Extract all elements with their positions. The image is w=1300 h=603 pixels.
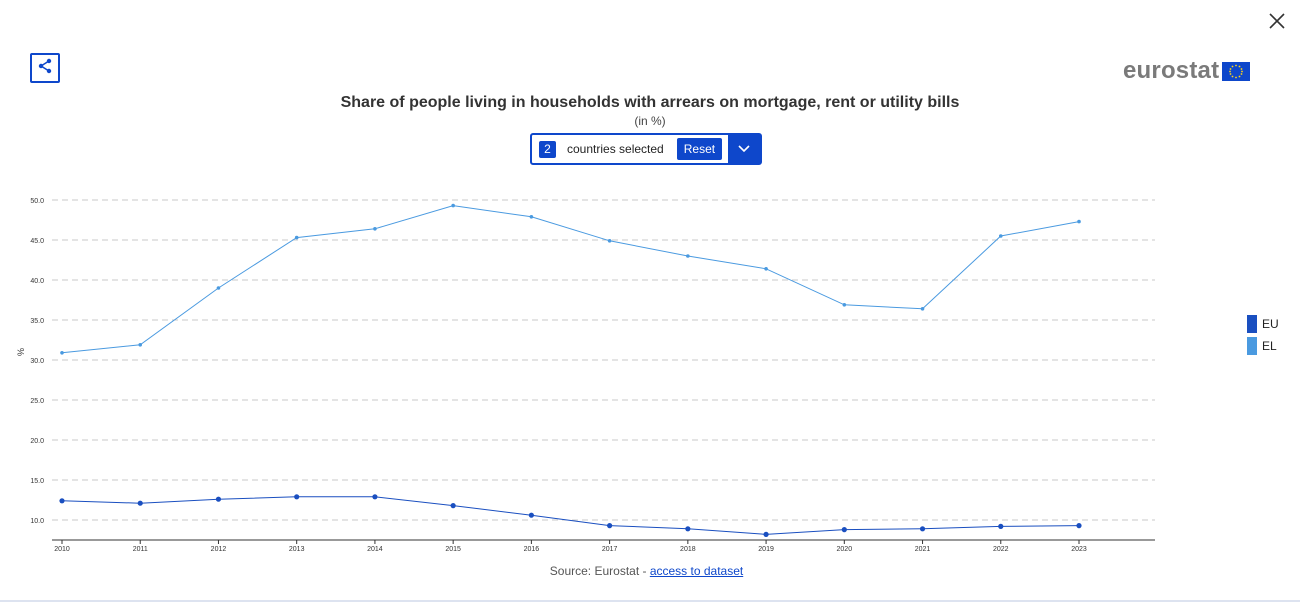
dataset-link[interactable]: access to dataset [649, 564, 744, 578]
data-point-el [842, 303, 847, 307]
y-tick-label: 10.0 [30, 518, 44, 525]
x-tick-label: 2020 [837, 546, 853, 553]
data-point-el [764, 267, 768, 271]
eurostat-logo: eurostat [1123, 57, 1251, 85]
x-tick-label: 2016 [524, 546, 540, 553]
series-line-eu [61, 496, 1080, 535]
selected-count-badge: 2 [539, 140, 556, 158]
data-point-eu [1076, 523, 1082, 529]
data-point-eu [59, 498, 65, 504]
source-note: Source: Eurostat - access to dataset [0, 564, 1293, 578]
data-point-el [373, 227, 377, 231]
data-point-el [451, 203, 455, 208]
reset-button[interactable]: Reset [676, 138, 723, 160]
chevron-down-icon [737, 140, 751, 158]
y-tick-label: 50.0 [30, 198, 44, 205]
data-point-eu [294, 494, 300, 500]
data-point-eu [137, 500, 143, 506]
source-prefix: Source: Eurostat - [549, 564, 650, 578]
selector-label: countries selected [567, 142, 664, 156]
y-tick-label: 45.0 [30, 238, 44, 245]
chart-subtitle: (in %) [634, 114, 666, 128]
series-line-el [61, 205, 1080, 354]
legend-swatch-eu [1247, 315, 1257, 333]
data-point-el [216, 286, 221, 290]
eu-flag-icon [1222, 61, 1251, 81]
y-tick-label: 35.0 [30, 318, 44, 325]
x-tick-label: 2018 [680, 546, 696, 553]
data-point-el [686, 254, 690, 258]
share-button[interactable] [30, 53, 60, 83]
x-tick-label: 2012 [211, 546, 227, 553]
x-tick-label: 2017 [602, 546, 618, 553]
line-chart: 10.0 15.0 20.0 25.0 30.0 35.0 40.0 45.0 50.0 2010… [16, 198, 1155, 553]
data-point-eu [919, 526, 926, 532]
y-tick-label: 25.0 [30, 398, 44, 405]
dropdown-button[interactable] [728, 135, 760, 163]
x-tick-label: 2014 [367, 546, 383, 553]
logo-text: eurostat [1123, 57, 1220, 84]
data-point-el [920, 307, 925, 311]
x-tick-label: 2023 [1071, 546, 1087, 553]
chart-legend: EU EL [1247, 313, 1279, 357]
x-tick-label: 2019 [758, 546, 774, 553]
bottom-divider [0, 600, 1300, 602]
data-point-el [294, 235, 299, 240]
data-point-eu [998, 523, 1004, 529]
data-point-el [138, 343, 143, 347]
x-tick-label: 2010 [54, 546, 70, 553]
country-selector[interactable]: 2 countries selected Reset [530, 133, 762, 165]
y-tick-label: 40.0 [30, 278, 44, 285]
data-point-el [529, 215, 534, 219]
data-point-eu [372, 494, 378, 500]
data-point-eu [215, 496, 222, 502]
y-tick-label: 20.0 [30, 438, 44, 445]
data-point-el [607, 239, 612, 243]
y-axis-label: % [16, 348, 26, 356]
legend-label-eu: EU [1262, 317, 1279, 331]
data-point-el [998, 234, 1003, 238]
x-tick-label: 2015 [445, 546, 461, 553]
data-point-eu [685, 526, 691, 532]
x-tick-label: 2011 [133, 546, 148, 553]
y-tick-label: 30.0 [30, 358, 44, 365]
data-point-el [60, 351, 64, 355]
legend-label-el: EL [1262, 339, 1277, 353]
data-point-el [1077, 219, 1081, 224]
data-point-eu [841, 527, 847, 533]
chart-title: Share of people living in households wit… [340, 94, 960, 111]
close-icon[interactable] [1266, 10, 1288, 32]
data-point-eu [450, 503, 456, 509]
y-tick-label: 15.0 [30, 478, 44, 485]
x-tick-label: 2013 [289, 546, 305, 553]
legend-item-eu[interactable]: EU [1247, 313, 1279, 335]
data-point-eu [607, 523, 613, 529]
share-icon [37, 58, 53, 79]
legend-item-el[interactable]: EL [1247, 335, 1279, 357]
data-point-eu [528, 512, 534, 518]
x-tick-label: 2022 [993, 546, 1009, 553]
x-tick-label: 2021 [915, 546, 931, 553]
legend-swatch-el [1247, 337, 1257, 355]
data-point-eu [763, 531, 769, 537]
